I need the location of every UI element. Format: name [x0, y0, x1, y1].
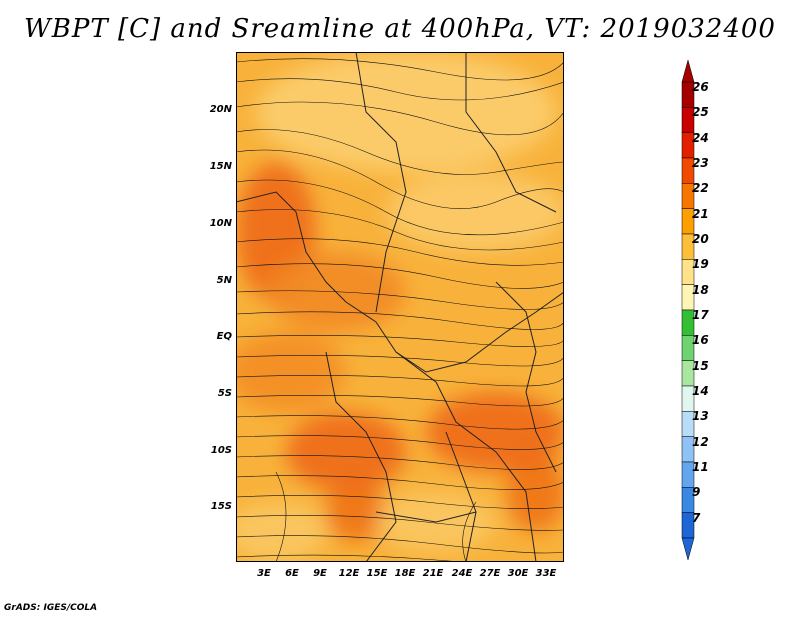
legend-label: 16 — [692, 333, 709, 348]
lon-label-3E: 3E — [257, 568, 271, 579]
legend-label: 18 — [692, 282, 709, 297]
legend-min-arrow — [681, 537, 695, 560]
lon-label-15E: 15E — [366, 568, 388, 579]
legend-label: 25 — [692, 105, 709, 120]
lon-label-21E: 21E — [422, 568, 444, 579]
legend-label: 13 — [692, 409, 709, 424]
lat-label-5S: 5S — [217, 388, 232, 399]
legend-label: 19 — [692, 257, 709, 272]
legend-label: 24 — [692, 130, 709, 145]
lat-label-10S: 10S — [210, 445, 232, 456]
color-legend — [681, 60, 695, 560]
lat-label-20N: 20N — [209, 104, 232, 115]
lon-label-9E: 9E — [313, 568, 327, 579]
lat-label-10N: 10N — [209, 218, 232, 229]
legend-label: 23 — [692, 156, 709, 170]
legend-label: 22 — [692, 181, 709, 196]
country-borders — [236, 52, 564, 562]
legend-label: 11 — [692, 460, 709, 474]
lon-label-12E: 12E — [338, 568, 360, 579]
legend-label: 14 — [692, 384, 709, 398]
legend-label: 17 — [692, 308, 709, 322]
lat-label-15N: 15N — [209, 161, 232, 172]
lon-label-6E: 6E — [285, 568, 299, 579]
lat-label-15S: 15S — [210, 501, 232, 512]
map-panel — [236, 52, 564, 562]
lon-label-27E: 27E — [479, 568, 501, 579]
streamlines — [236, 58, 564, 562]
legend-label: 7 — [692, 510, 701, 525]
legend-max-arrow — [681, 60, 695, 83]
legend-label: 15 — [692, 358, 709, 373]
legend-label: 12 — [692, 434, 709, 449]
legend-label: 21 — [692, 206, 709, 221]
legend-label: 9 — [692, 485, 701, 500]
chart-title: WBPT [C] and Sreamline at 400hPa, VT: 20… — [24, 14, 776, 44]
legend-label: 20 — [692, 232, 709, 246]
legend-label: 26 — [692, 80, 709, 94]
lat-label-EQ: EQ — [216, 331, 232, 342]
lon-label-30E: 30E — [507, 568, 529, 579]
lon-label-24E: 24E — [451, 568, 473, 579]
lon-label-18E: 18E — [394, 568, 416, 579]
lon-label-33E: 33E — [535, 568, 557, 579]
wbpt-field-shading — [236, 52, 564, 562]
lat-label-5N: 5N — [216, 275, 232, 286]
credit-text: GrADS: IGES/COLA — [4, 603, 98, 613]
